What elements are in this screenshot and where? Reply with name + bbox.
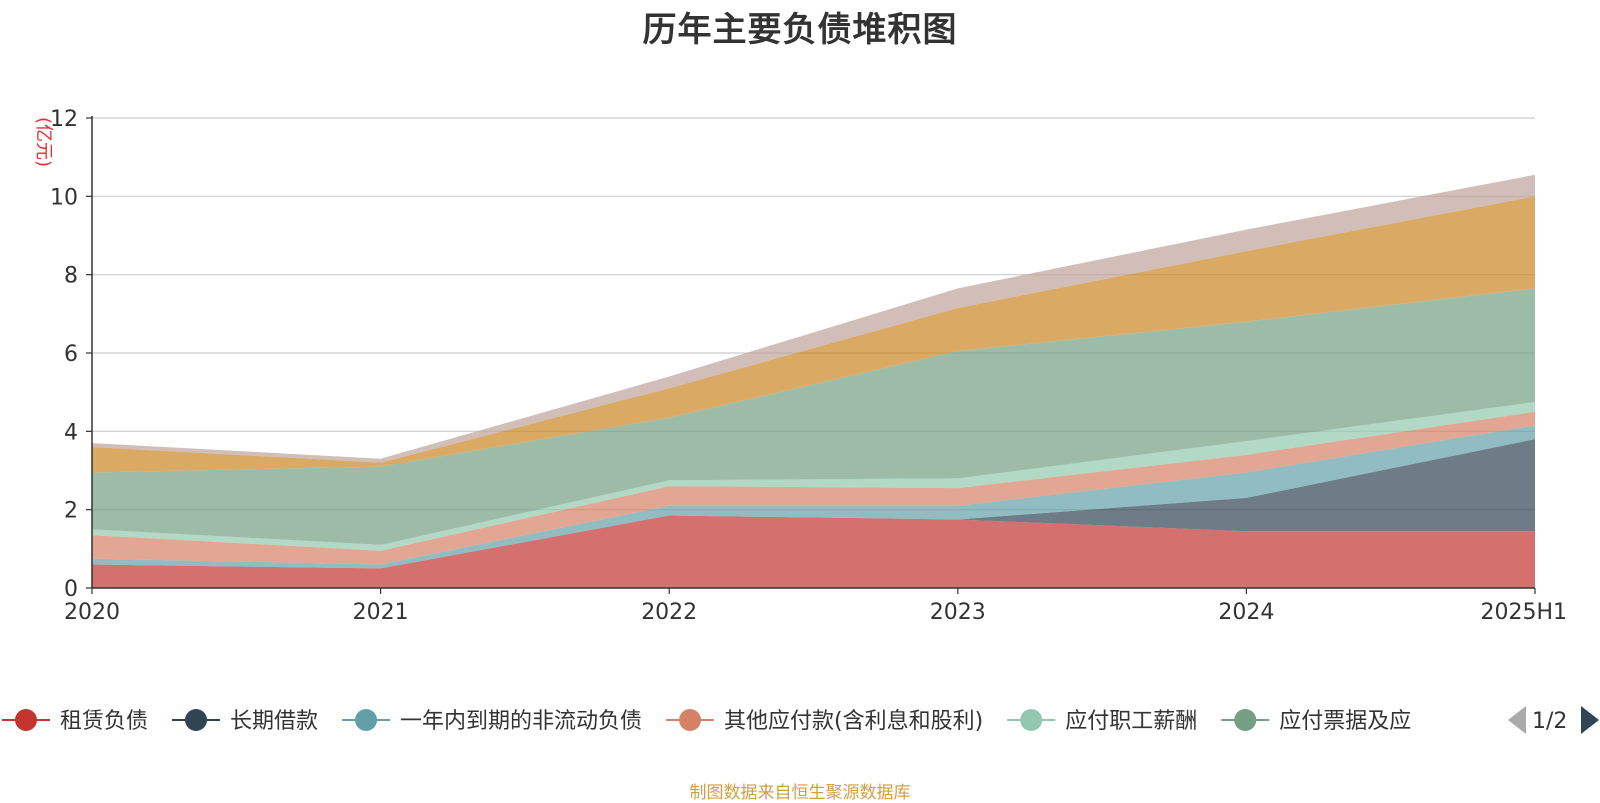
legend-marker xyxy=(1234,709,1257,731)
chart-title: 历年主要负债堆积图 xyxy=(642,10,958,50)
legend-label: 长期借款 xyxy=(230,709,318,734)
legend-item[interactable]: 其他应付款(含利息和股利) xyxy=(666,709,983,734)
legend-item[interactable]: 应付职工薪酬 xyxy=(1007,709,1197,734)
legend-label: 其他应付款(含利息和股利) xyxy=(724,709,983,734)
x-tick-label: 2022 xyxy=(641,600,697,625)
legend-marker xyxy=(355,709,378,731)
axes: 0 2 4 6 8 10 12 2020 2021 2022 2023 2024 2025H1 xyxy=(50,107,1567,625)
legend-marker xyxy=(15,709,37,731)
y-tick-label: 2 xyxy=(64,499,78,524)
y-tick-label: 12 xyxy=(50,107,78,132)
legend-item[interactable]: 租赁负债 xyxy=(2,709,148,734)
area-series-0[interactable] xyxy=(92,515,1535,588)
data-source-note: 制图数据来自恒生聚源数据库 xyxy=(689,783,911,803)
legend-label: 租赁负债 xyxy=(60,709,148,734)
area-series-7[interactable] xyxy=(92,174,1535,463)
area-series-1[interactable] xyxy=(92,439,1535,569)
area-series-5[interactable] xyxy=(92,288,1535,545)
x-tick-label: 2021 xyxy=(353,600,409,625)
legend-marker xyxy=(185,709,208,731)
area-series-3[interactable] xyxy=(92,411,1535,565)
legend-label: 应付票据及应 xyxy=(1279,709,1411,734)
y-tick-label: 8 xyxy=(64,264,78,289)
y-tick-label: 10 xyxy=(50,185,78,210)
y-tick-label: 6 xyxy=(64,342,78,367)
y-axis-unit-label: (亿元) xyxy=(33,117,54,167)
area-series-2[interactable] xyxy=(92,425,1535,569)
y-tick-label: 4 xyxy=(64,420,78,445)
triangle-right-icon[interactable] xyxy=(1581,706,1599,734)
legend-item[interactable]: 长期借款 xyxy=(172,709,318,734)
legend-item[interactable]: 应付票据及应 xyxy=(1221,709,1411,734)
legend-marker xyxy=(1020,709,1043,731)
legend-marker xyxy=(679,709,702,731)
legend-page-indicator: 1/2 xyxy=(1532,709,1567,734)
x-tick-label: 2020 xyxy=(64,600,120,625)
triangle-left-icon[interactable] xyxy=(1508,706,1526,734)
legend-label: 一年内到期的非流动负债 xyxy=(400,709,642,734)
legend-label: 应付职工薪酬 xyxy=(1065,709,1197,734)
y-tick-label: 0 xyxy=(64,577,78,602)
x-tick-label: 2025H1 xyxy=(1480,600,1567,625)
legend: 租赁负债 长期借款 一年内到期的非流动负债 其他应付款(含利息和股利) 应付职工薪酬 应付… xyxy=(2,709,1411,734)
legend-item[interactable]: 一年内到期的非流动负债 xyxy=(342,709,642,734)
x-tick-label: 2024 xyxy=(1218,600,1274,625)
area-series-group xyxy=(92,174,1535,588)
legend-pager: 1/2 xyxy=(1508,706,1599,734)
x-tick-label: 2023 xyxy=(930,600,986,625)
